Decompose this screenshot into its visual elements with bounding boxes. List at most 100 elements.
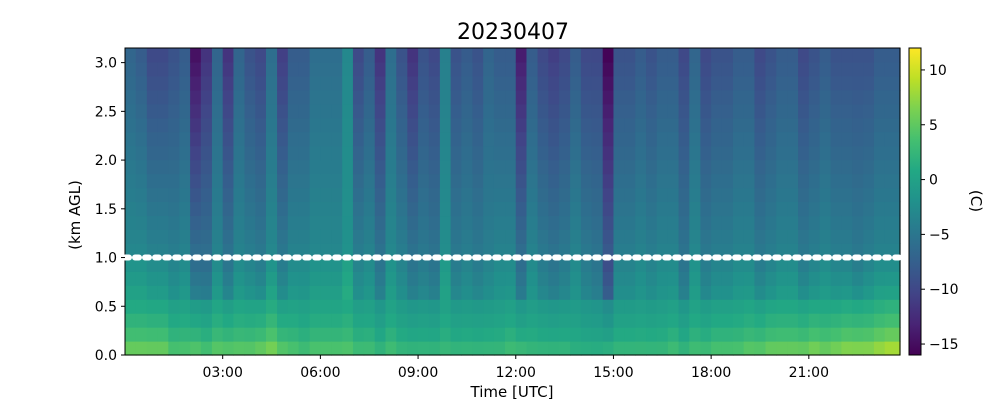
- heatmap-cell: [873, 103, 886, 119]
- heatmap-cell: [298, 187, 311, 203]
- heatmap-cell: [602, 173, 615, 189]
- heatmap-cell: [787, 173, 799, 189]
- heatmap-cell: [732, 215, 745, 230]
- heatmap-cell: [190, 229, 202, 244]
- heatmap-cell: [179, 159, 191, 175]
- heatmap-cell: [711, 215, 723, 230]
- heatmap-cell: [754, 145, 767, 161]
- heatmap-cell: [656, 75, 669, 91]
- heatmap-cell: [255, 145, 267, 161]
- heatmap-cell: [732, 145, 745, 161]
- heatmap-cell: [787, 159, 799, 175]
- heatmap-cell: [537, 145, 549, 161]
- heatmap-cell: [765, 201, 777, 217]
- heatmap-cell: [483, 257, 495, 272]
- heatmap-cell: [277, 299, 289, 314]
- heatmap-cell: [852, 75, 864, 91]
- heatmap-cell: [157, 117, 169, 133]
- heatmap-cell: [200, 187, 213, 203]
- heatmap-cell: [255, 159, 267, 175]
- heatmap-cell: [222, 103, 235, 119]
- heatmap-cell: [700, 173, 712, 189]
- heatmap-cell: [819, 215, 832, 230]
- heatmap-cell: [374, 61, 387, 77]
- heatmap-cell: [505, 61, 517, 77]
- heatmap-cell: [678, 201, 690, 217]
- colorbar-tick-label: −15: [929, 337, 959, 353]
- heatmap-cell: [200, 159, 213, 175]
- heatmap-cell: [765, 187, 777, 203]
- heatmap-cell: [244, 257, 256, 272]
- heatmap-cell: [830, 201, 842, 217]
- heatmap-cell: [266, 257, 278, 272]
- heatmap-cell: [505, 341, 517, 356]
- heatmap-cell: [146, 89, 159, 105]
- heatmap-cell: [352, 257, 365, 272]
- heatmap-cell: [646, 243, 658, 258]
- heatmap-cell: [570, 131, 582, 147]
- heatmap-cell: [222, 173, 235, 189]
- heatmap-cell: [135, 327, 148, 342]
- heatmap-cell: [168, 327, 180, 342]
- heatmap-cell: [580, 61, 593, 77]
- heatmap-cell: [678, 299, 690, 314]
- heatmap-cell: [711, 229, 723, 244]
- heatmap-cell: [190, 145, 202, 161]
- heatmap-cell: [396, 75, 408, 91]
- heatmap-cell: [526, 173, 539, 189]
- heatmap-cell: [580, 271, 593, 286]
- heatmap-cell: [255, 341, 267, 356]
- heatmap-cell: [526, 131, 539, 147]
- heatmap-cell: [884, 327, 901, 342]
- heatmap-cell: [700, 201, 712, 217]
- heatmap-cell: [255, 103, 267, 119]
- heatmap-cell: [776, 215, 788, 230]
- heatmap-cell: [841, 173, 853, 189]
- heatmap-cell: [884, 48, 901, 63]
- heatmap-cell: [841, 243, 853, 258]
- heatmap-cell: [493, 103, 506, 119]
- heatmap-cell: [678, 257, 690, 272]
- heatmap-cell: [461, 89, 474, 105]
- heatmap-cell: [385, 117, 397, 133]
- heatmap-cell: [776, 75, 788, 91]
- heatmap-cell: [580, 145, 593, 161]
- heatmap-cell: [396, 201, 408, 217]
- heatmap-cell: [819, 229, 832, 244]
- heatmap-cell: [157, 145, 169, 161]
- heatmap-cell: [646, 103, 658, 119]
- heatmap-cell: [548, 243, 560, 258]
- heatmap-cell: [277, 285, 289, 300]
- heatmap-cell: [483, 173, 495, 189]
- heatmap-cell: [591, 117, 604, 133]
- heatmap-cell: [233, 61, 246, 77]
- heatmap-cell: [439, 257, 452, 272]
- heatmap-cell: [363, 341, 376, 356]
- heatmap-cell: [309, 257, 321, 272]
- heatmap-cell: [678, 327, 690, 342]
- heatmap-cell: [244, 159, 256, 175]
- heatmap-cell: [537, 48, 549, 63]
- heatmap-cell: [526, 117, 539, 133]
- heatmap-cell: [450, 61, 462, 77]
- heatmap-cell: [548, 201, 560, 217]
- heatmap-cell: [135, 75, 148, 91]
- heatmap-cell: [830, 145, 842, 161]
- heatmap-cell: [125, 48, 137, 63]
- heatmap-cell: [125, 327, 137, 342]
- heatmap-cell: [309, 48, 321, 63]
- heatmap-cell: [635, 131, 647, 147]
- heatmap-cell: [396, 229, 408, 244]
- heatmap-cell: [407, 257, 419, 272]
- heatmap-cell: [667, 313, 680, 328]
- heatmap-cell: [580, 48, 593, 63]
- heatmap-cell: [146, 215, 159, 230]
- heatmap-cell: [493, 201, 506, 217]
- heatmap-cell: [407, 187, 419, 203]
- heatmap-cell: [483, 201, 495, 217]
- heatmap-cell: [873, 201, 886, 217]
- heatmap-cell: [656, 257, 669, 272]
- heatmap-cell: [700, 48, 712, 63]
- heatmap-cell: [754, 159, 767, 175]
- heatmap-cell: [743, 117, 756, 133]
